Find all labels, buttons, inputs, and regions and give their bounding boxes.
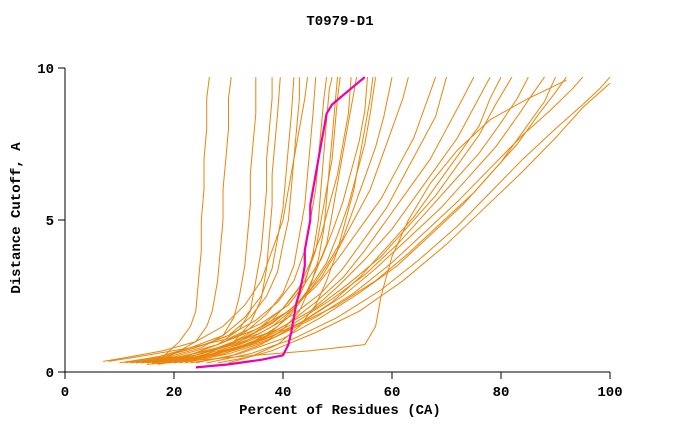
x-tick-label: 80	[493, 385, 510, 401]
x-axis-label: Percent of Residues (CA)	[239, 403, 441, 419]
model-line	[162, 77, 352, 364]
model-line	[152, 76, 491, 364]
model-line	[130, 76, 437, 364]
model-line	[141, 77, 210, 364]
x-tick-label: 60	[384, 385, 401, 401]
y-tick-label: 10	[37, 62, 54, 78]
model-line	[141, 76, 513, 364]
model-line	[190, 77, 338, 364]
model-line	[206, 76, 611, 364]
x-tick-label: 40	[275, 385, 292, 401]
model-line	[184, 76, 502, 364]
model-line	[119, 77, 328, 364]
model-line	[179, 76, 546, 364]
x-tick-label: 100	[597, 385, 622, 401]
y-tick-label: 0	[46, 366, 54, 382]
model-line	[152, 77, 232, 364]
y-tick-label: 5	[46, 214, 54, 230]
model-line	[135, 77, 257, 364]
model-line	[108, 77, 368, 362]
model-line	[168, 77, 358, 364]
model-line	[157, 76, 333, 365]
model-line	[124, 77, 295, 364]
x-tick-label: 0	[61, 385, 69, 401]
model-line	[195, 76, 567, 364]
model-line	[217, 77, 374, 364]
model-line	[146, 79, 567, 365]
model-line	[152, 76, 556, 364]
x-tick-label: 20	[166, 385, 183, 401]
model-line	[228, 82, 611, 364]
model-line	[173, 77, 377, 364]
chart-title: T0979-D1	[306, 14, 374, 30]
model-line	[103, 77, 308, 362]
model-line	[130, 77, 300, 364]
model-line	[173, 76, 584, 364]
highlighted-model-line	[195, 76, 366, 369]
